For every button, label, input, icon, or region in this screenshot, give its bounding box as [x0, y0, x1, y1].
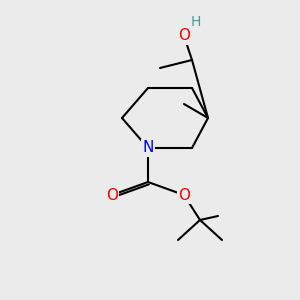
Text: N: N	[142, 140, 154, 155]
Text: H: H	[191, 15, 201, 29]
Text: O: O	[178, 188, 190, 202]
Text: O: O	[178, 28, 190, 44]
Text: O: O	[106, 188, 118, 202]
